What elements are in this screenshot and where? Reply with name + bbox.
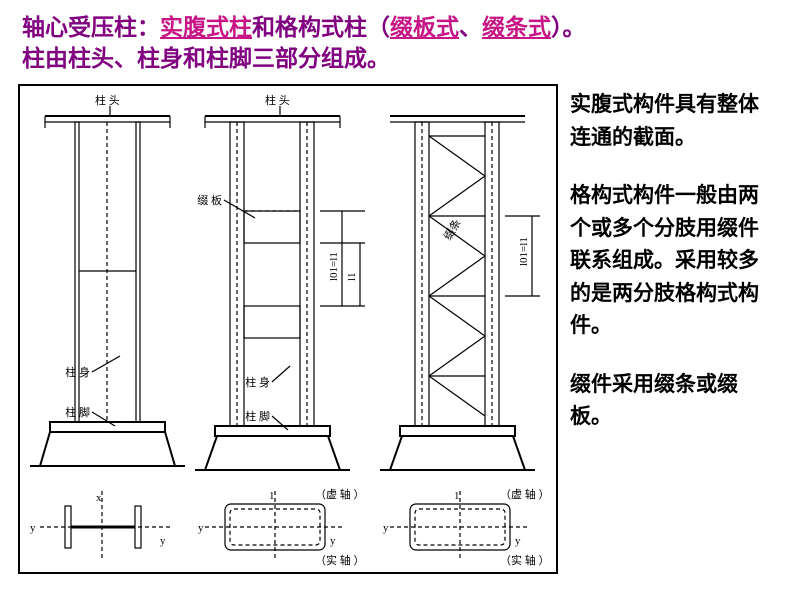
svg-text:y: y: [30, 522, 36, 534]
column-lacing: 缀条 l01=l1: [380, 116, 540, 470]
side-para-2: 格构式构件一般由两个或多个分肢用缀件联系组成。采用较多的是两分肢格构式构件。: [570, 179, 770, 342]
svg-text:y: y: [383, 522, 389, 534]
svg-text:y: y: [330, 535, 336, 547]
svg-text:l01=l1: l01=l1: [518, 237, 530, 266]
svg-text:（实 轴 ）: （实 轴 ）: [500, 553, 550, 567]
svg-text:柱 身: 柱 身: [245, 375, 270, 389]
svg-text:柱 身: 柱 身: [65, 365, 90, 379]
svg-text:柱 头: 柱 头: [95, 93, 120, 107]
side-explanation: 实腹式构件具有整体连通的截面。 格构式构件一般由两个或多个分肢用缀件联系组成。采…: [570, 84, 770, 574]
title-part: ）。: [551, 15, 586, 40]
svg-text:1: 1: [454, 490, 460, 502]
title-link-3: 缀条式: [482, 15, 551, 40]
svg-text:柱 脚: 柱 脚: [245, 409, 270, 423]
svg-text:y: y: [198, 522, 204, 534]
svg-text:柱 头: 柱 头: [265, 93, 290, 107]
svg-text:（虚 轴 ）: （虚 轴 ）: [315, 487, 365, 501]
engineering-diagram: 柱 头 柱 身 柱 脚: [18, 84, 558, 574]
svg-text:（虚 轴 ）: （虚 轴 ）: [500, 487, 550, 501]
title-line2: 柱由柱头、柱身和柱脚三部分组成。: [22, 46, 390, 71]
content-row: 柱 头 柱 身 柱 脚: [0, 80, 800, 574]
svg-text:缀 板: 缀 板: [197, 193, 222, 207]
svg-text:（实 轴 ）: （实 轴 ）: [315, 553, 365, 567]
title-part: 轴心受压柱：: [22, 15, 160, 40]
column-batten: 柱 头 缀 板 柱 身 柱 脚 l01=l1 l1: [195, 93, 365, 470]
side-para-3: 缀件采用缀条或缀板。: [570, 368, 770, 433]
title-part: 和格构式柱（: [252, 15, 390, 40]
column-solid: 柱 头 柱 身 柱 脚: [30, 93, 185, 466]
slide-title: 轴心受压柱：实腹式柱和格构式柱（缀板式、缀条式）。 柱由柱头、柱身和柱脚三部分组…: [0, 0, 800, 80]
title-part: 、: [459, 15, 482, 40]
svg-text:l01=l1: l01=l1: [328, 252, 340, 281]
svg-text:l1: l1: [346, 273, 358, 282]
title-link-1: 实腹式柱: [160, 15, 252, 40]
svg-text:y: y: [160, 535, 166, 547]
svg-text:y: y: [515, 535, 521, 547]
title-link-2: 缀板式: [390, 15, 459, 40]
sections: x y y 1 y y （虚 轴 ） （实 轴 ）: [30, 487, 550, 567]
svg-text:x: x: [96, 492, 102, 504]
svg-text:1: 1: [269, 490, 275, 502]
svg-text:柱 脚: 柱 脚: [65, 405, 90, 419]
side-para-1: 实腹式构件具有整体连通的截面。: [570, 88, 770, 153]
